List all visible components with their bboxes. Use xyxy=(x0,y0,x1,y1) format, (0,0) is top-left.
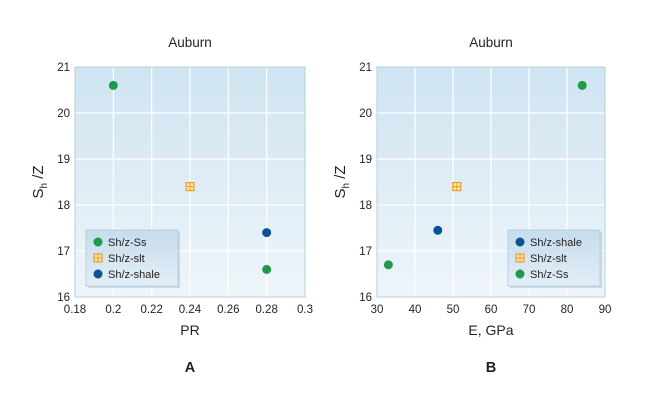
x-axis-label: E, GPa xyxy=(468,322,513,338)
x-tick-label: 0.18 xyxy=(64,304,86,316)
legend-marker xyxy=(515,253,525,263)
plot-frame xyxy=(74,66,306,298)
x-tick-label: 0.2 xyxy=(105,304,121,316)
y-tick-label: 21 xyxy=(359,62,372,74)
data-point xyxy=(452,182,462,192)
y-tick-label: 19 xyxy=(359,154,372,166)
legend-entry: Sh/z-Ss xyxy=(530,269,569,281)
y-tick-label: 20 xyxy=(57,108,70,120)
x-tick-label: 0.28 xyxy=(255,304,277,316)
x-tick-label: 0.26 xyxy=(217,304,239,316)
chart-title: Auburn xyxy=(168,35,212,50)
y-tick-label: 20 xyxy=(359,108,372,120)
y-tick-label: 17 xyxy=(359,246,372,258)
legend-entry: Sh/z-Ss xyxy=(108,237,147,249)
y-axis-label: Sh /Z xyxy=(30,165,50,198)
y-tick-label: 19 xyxy=(57,154,70,166)
x-tick-label: 0.3 xyxy=(297,304,313,316)
x-tick-label: 90 xyxy=(599,304,612,316)
legend-marker xyxy=(93,237,103,247)
x-tick-label: 0.22 xyxy=(140,304,162,316)
y-tick-label: 17 xyxy=(57,246,70,258)
data-point xyxy=(262,228,272,238)
y-axis-label: Sh /Z xyxy=(332,165,352,198)
data-point xyxy=(108,80,118,90)
y-tick-label: 16 xyxy=(57,292,70,304)
legend-entry: Sh/z-slt xyxy=(108,253,145,265)
x-tick-label: 0.24 xyxy=(179,304,202,316)
x-tick-label: 60 xyxy=(485,304,498,316)
y-tick-label: 18 xyxy=(359,200,372,212)
y-tick-label: 18 xyxy=(57,200,70,212)
x-tick-label: 40 xyxy=(409,304,422,316)
x-axis-label: PR xyxy=(180,322,199,338)
data-point xyxy=(577,80,587,90)
legend-marker xyxy=(515,269,525,279)
x-tick-label: 70 xyxy=(523,304,536,316)
data-point xyxy=(433,225,443,235)
y-tick-label: 16 xyxy=(359,292,372,304)
data-point xyxy=(383,260,393,270)
chart-title: Auburn xyxy=(469,35,513,50)
y-tick-label: 21 xyxy=(57,62,70,74)
legend-entry: Sh/z-shale xyxy=(530,237,582,249)
data-point xyxy=(185,182,195,192)
legend-entry: Sh/z-shale xyxy=(108,269,160,281)
legend: Sh/z-Ss Sh/z-slt Sh/z-shale xyxy=(85,229,180,288)
x-tick-label: 30 xyxy=(371,304,384,316)
legend-marker xyxy=(93,253,103,263)
legend: Sh/z-shale Sh/z-slt Sh/z-Ss xyxy=(507,229,602,288)
legend-entry: Sh/z-slt xyxy=(530,253,567,265)
legend-marker xyxy=(93,269,103,279)
legend-marker xyxy=(515,237,525,247)
chart-panel-a: Auburn 0.18 0.2 0.22 0.24 0.26 0.28 0.3 16 17 18 19… xyxy=(30,35,313,376)
chart-panel-b: Auburn 30 40 50 60 70 80 90 16 17 18 19 20 21 E, GPa Sh… xyxy=(332,35,611,376)
x-tick-label: 50 xyxy=(447,304,460,316)
plot-frame xyxy=(376,66,606,298)
panel-label: A xyxy=(185,360,196,376)
x-tick-label: 80 xyxy=(561,304,574,316)
panel-label: B xyxy=(486,360,496,376)
data-point xyxy=(262,264,272,274)
